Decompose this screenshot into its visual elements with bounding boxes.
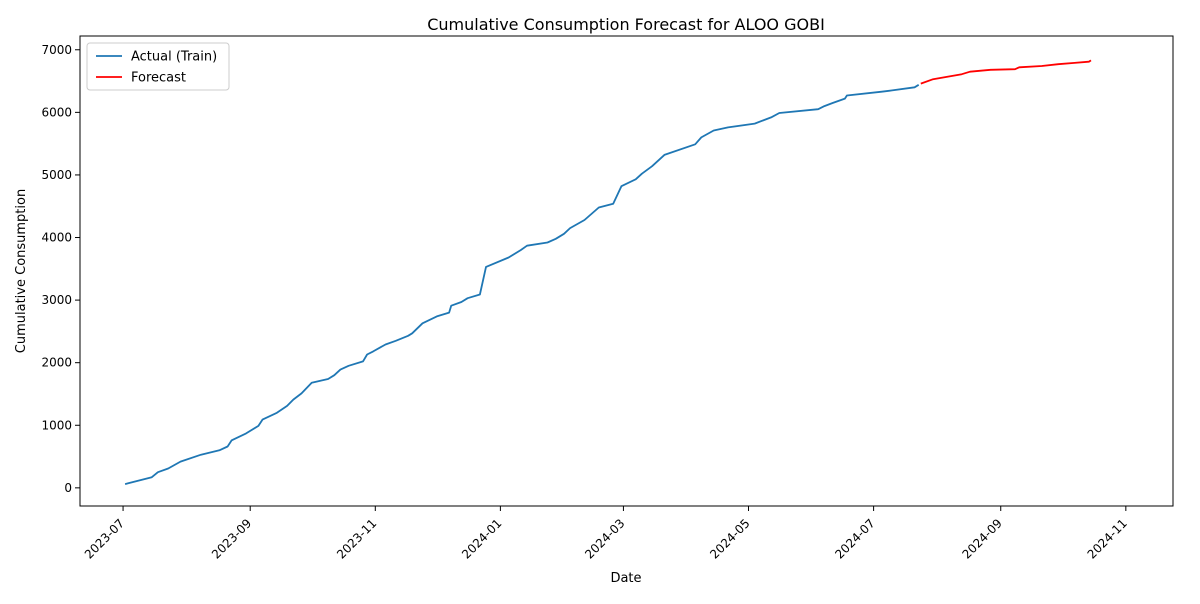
x-tick-label: 2024-01 — [459, 516, 504, 561]
x-tick-label: 2024-05 — [707, 516, 752, 561]
x-tick-label: 2023-09 — [209, 516, 254, 561]
x-axis-label: Date — [610, 571, 641, 586]
x-tick-label: 2024-09 — [960, 516, 1005, 561]
y-tick-label: 4000 — [41, 231, 72, 245]
actual-train-line — [124, 84, 920, 485]
y-axis-ticks: 0 1000 2000 3000 4000 5000 6000 7000 — [41, 43, 80, 495]
x-axis-ticks: 2023-07 2023-09 2023-11 2024-01 2024-03 2024-… — [82, 506, 1130, 562]
legend-label: Actual (Train) — [131, 50, 217, 65]
x-tick-label: 2023-07 — [82, 516, 127, 561]
x-tick-label: 2024-03 — [582, 516, 627, 561]
y-tick-label: 2000 — [41, 356, 72, 370]
legend-box — [86, 42, 230, 91]
y-tick-label: 5000 — [41, 168, 72, 182]
chart-title: Cumulative Consumption Forecast for ALOO… — [427, 15, 825, 34]
y-tick-label: 0 — [64, 481, 72, 495]
y-tick-label: 7000 — [41, 43, 72, 57]
y-tick-label: 1000 — [41, 418, 72, 432]
y-tick-label: 3000 — [41, 293, 72, 307]
x-tick-label: 2023-11 — [334, 516, 379, 561]
y-tick-label: 6000 — [41, 105, 72, 119]
legend: Actual (Train) Forecast — [86, 42, 230, 91]
forecast-line — [920, 59, 1092, 85]
y-axis-label: Cumulative Consumption — [14, 189, 29, 353]
series-lines — [124, 59, 1092, 485]
x-tick-label: 2024-07 — [832, 516, 877, 561]
x-tick-label: 2024-11 — [1085, 516, 1130, 561]
plot-frame — [79, 35, 1174, 507]
legend-label: Forecast — [131, 71, 186, 86]
